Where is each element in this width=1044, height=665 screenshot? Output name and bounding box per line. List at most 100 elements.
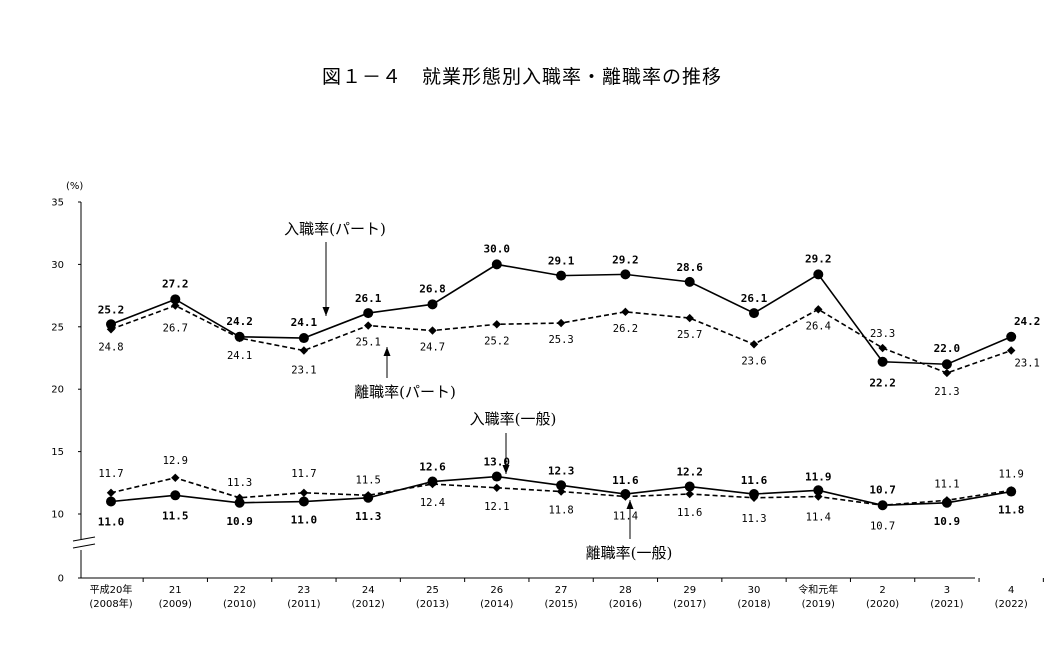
point-sep-part — [428, 326, 437, 335]
point-hire-general — [106, 496, 116, 507]
x-tick-label: 28 — [619, 585, 632, 596]
data-label-hire-general: 10.9 — [934, 515, 961, 528]
x-tick-label: 3 — [944, 585, 950, 596]
point-sep-general — [106, 488, 116, 497]
data-label-sep-part: 25.1 — [356, 337, 381, 349]
point-hire-general — [298, 496, 309, 507]
x-tick-label: (2019) — [802, 599, 835, 610]
data-label-sep-part: 23.1 — [291, 365, 316, 377]
point-sep-general — [878, 501, 887, 510]
data-label-sep-general: 12.9 — [163, 455, 188, 467]
data-label-hire-part: 24.1 — [291, 316, 318, 329]
data-label-hire-part: 29.2 — [612, 253, 639, 266]
point-hire-general — [556, 480, 567, 491]
y-tick-label: 15 — [51, 447, 64, 458]
point-hire-part — [106, 319, 116, 330]
point-sep-part — [364, 321, 373, 330]
data-label-sep-part: 23.1 — [1015, 358, 1040, 370]
data-label-sep-part: 25.3 — [548, 334, 573, 346]
y-tick-label: 30 — [51, 260, 64, 271]
annotation-arrow-head — [383, 347, 391, 356]
point-sep-general — [364, 491, 373, 500]
point-hire-part — [1006, 331, 1017, 342]
data-label-sep-part: 26.7 — [163, 323, 188, 335]
data-label-hire-general: 11.6 — [612, 474, 639, 487]
data-label-sep-part: 21.3 — [934, 386, 959, 398]
y-axis-label: (%) — [66, 181, 83, 192]
data-label-sep-general: 11.6 — [677, 507, 702, 519]
data-label-hire-general: 12.6 — [419, 461, 446, 474]
x-tick-label: 令和元年 — [798, 583, 838, 596]
point-sep-general — [621, 492, 630, 501]
point-sep-general — [428, 479, 437, 489]
data-label-sep-part: 24.8 — [98, 341, 123, 353]
point-hire-part — [556, 270, 567, 281]
point-hire-part — [813, 269, 824, 280]
data-label-hire-part: 25.2 — [98, 303, 125, 316]
x-tick-label: (2014) — [480, 599, 513, 610]
point-sep-general — [235, 493, 244, 502]
data-label-hire-part: 22.2 — [869, 377, 896, 390]
point-sep-part — [814, 305, 823, 314]
x-tick-label: 24 — [362, 585, 375, 596]
x-tick-label: 29 — [683, 585, 696, 596]
annotation-sep-part: 離職率(パート) — [354, 383, 456, 401]
axis-break-mark — [72, 536, 96, 542]
x-tick-label: (2017) — [673, 599, 706, 610]
point-hire-part — [427, 299, 438, 310]
point-hire-part — [684, 276, 695, 287]
data-label-hire-general: 11.3 — [355, 510, 382, 523]
point-sep-part — [106, 325, 116, 334]
data-label-hire-part: 24.2 — [226, 315, 253, 328]
data-label-sep-general: 11.1 — [934, 478, 959, 490]
point-sep-general — [685, 489, 694, 499]
data-label-hire-general: 11.0 — [98, 516, 125, 529]
point-sep-general — [749, 493, 759, 502]
data-label-hire-general: 11.8 — [998, 504, 1025, 517]
x-tick-label: (2011) — [287, 599, 320, 610]
point-hire-general — [684, 481, 695, 492]
data-label-hire-general: 10.7 — [869, 483, 896, 496]
data-label-hire-part: 28.6 — [676, 261, 703, 274]
point-sep-part — [299, 346, 309, 355]
annotation-arrow-head — [322, 307, 330, 316]
y-tick-label: 25 — [51, 322, 64, 333]
x-tick-label: (2008年) — [89, 597, 132, 610]
point-hire-general — [234, 497, 245, 508]
data-label-sep-general: 11.9 — [999, 468, 1024, 480]
data-label-sep-general: 11.7 — [291, 468, 316, 480]
x-tick-label: (2009) — [159, 599, 192, 610]
x-tick-label: 4 — [1008, 585, 1014, 596]
y-tick-label: 35 — [51, 198, 64, 209]
point-sep-part — [621, 307, 630, 317]
point-hire-general — [170, 490, 181, 501]
y-tick-label: 0 — [58, 574, 64, 585]
x-tick-label: (2012) — [352, 599, 385, 610]
data-label-hire-general: 11.6 — [741, 474, 768, 487]
point-sep-general — [171, 473, 180, 483]
point-hire-part — [170, 294, 181, 305]
point-hire-part — [877, 356, 888, 367]
x-tick-label: 22 — [233, 585, 246, 596]
point-hire-part — [941, 359, 952, 370]
data-label-sep-part: 24.1 — [227, 350, 252, 362]
point-sep-part — [878, 343, 887, 353]
x-tick-label: 2 — [879, 585, 885, 596]
x-tick-label: (2013) — [416, 599, 449, 610]
point-sep-part — [235, 333, 244, 343]
data-label-sep-part: 25.7 — [677, 329, 702, 341]
point-hire-general — [813, 485, 824, 496]
data-label-sep-general: 11.4 — [613, 511, 638, 523]
point-sep-general — [814, 492, 823, 501]
x-tick-label: 26 — [490, 585, 503, 596]
data-label-hire-general: 11.5 — [162, 509, 189, 522]
x-tick-label: 21 — [169, 585, 182, 596]
data-label-sep-part: 23.3 — [870, 328, 895, 340]
x-tick-label: (2010) — [223, 599, 256, 610]
x-tick-label: (2022) — [995, 599, 1028, 610]
x-tick-label: 25 — [426, 585, 439, 596]
point-sep-part — [171, 301, 180, 310]
point-sep-general — [556, 487, 566, 496]
x-tick-label: (2021) — [930, 599, 963, 610]
